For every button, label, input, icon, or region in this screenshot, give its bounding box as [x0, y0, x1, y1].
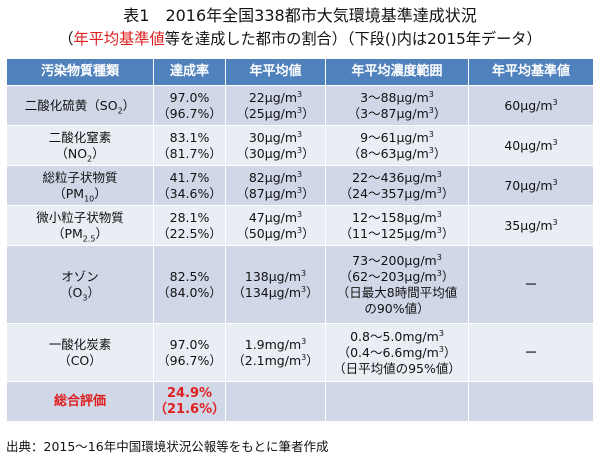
air-quality-table: 汚染物質種類 達成率 年平均値 年平均濃度範囲 年平均基準値 二酸化硫黄（SO2…: [6, 58, 594, 422]
cell-standard: 35μg/m3: [468, 205, 594, 246]
table-row: 微小粒子状物質 （PM2.5） 28.1% （22.5%） 47μg/m3 （50μg…: [6, 205, 594, 246]
subtitle-highlight: 年平均基準値: [73, 30, 165, 48]
header-standard: 年平均基準値: [468, 58, 594, 86]
cell-rate: 82.5% （84.0%）: [153, 245, 226, 324]
cell-rate: 83.1% （81.7%）: [153, 125, 226, 166]
cell-standard: 70μg/m3: [468, 165, 594, 206]
table-row: 二酸化硫黄（SO2） 97.0% （96.7%） 22μg/m3 （25μg/m3）…: [6, 85, 594, 126]
cell-range: 3～88μg/m3 （3～87μg/m3）: [325, 85, 469, 126]
header-average: 年平均値: [225, 58, 326, 86]
subtitle-open-paren: （: [58, 30, 74, 48]
cell-range: 22～436μg/m3 （24～357μg/m3）: [325, 165, 469, 206]
header-rate: 達成率: [153, 58, 226, 86]
table-row: 一酸化炭素 （CO） 97.0% （96.7%） 1.9mg/m3 （2.1mg/m3…: [6, 323, 594, 382]
cell-average: 82μg/m3 （87μg/m3）: [225, 165, 326, 206]
cell-empty: [325, 381, 469, 422]
cell-standard: ー: [468, 323, 594, 382]
cell-rate: 97.0% （96.7%）: [153, 85, 226, 126]
cell-empty: [225, 381, 326, 422]
header-pollutant: 汚染物質種類: [6, 58, 154, 86]
cell-range: 12～158μg/m3 （11～125μg/m3）: [325, 205, 469, 246]
cell-average: 22μg/m3 （25μg/m3）: [225, 85, 326, 126]
cell-average: 1.9mg/m3 （2.1mg/m3）: [225, 323, 326, 382]
cell-empty: [468, 381, 594, 422]
table-subtitle: （年平均基準値等を達成した都市の割合）（下段()内は2015年データ）: [0, 30, 600, 49]
table-title: 表1 2016年全国338都市大気環境基準達成状況: [123, 6, 477, 25]
evaluation-row: 総合評価 24.9% （21.6%）: [6, 381, 594, 422]
cell-pollutant: オゾン （O3）: [6, 245, 154, 324]
subtitle-rest: 等を達成した都市の割合）（下段()内は2015年データ）: [164, 30, 542, 48]
cell-standard: 60μg/m3: [468, 85, 594, 126]
cell-pollutant: 二酸化窒素 （NO2）: [6, 125, 154, 166]
cell-standard: ー: [468, 245, 594, 324]
cell-pollutant: 一酸化炭素 （CO）: [6, 323, 154, 382]
cell-rate: 28.1% （22.5%）: [153, 205, 226, 246]
cell-evaluation-label: 総合評価: [6, 381, 154, 422]
table-header-row: 汚染物質種類 達成率 年平均値 年平均濃度範囲 年平均基準値: [6, 58, 594, 86]
cell-range: 0.8～5.0mg/m3 （0.4～6.6mg/m3） （日平均値の95%値）: [325, 323, 469, 382]
cell-rate: 41.7% （34.6%）: [153, 165, 226, 206]
cell-range: 73～200μg/m3 （62～203μg/m3） （日最大8時間平均値 の90%値）: [325, 245, 469, 324]
source-note: 出典：2015～16年中国環境状況公報等をもとに筆者作成: [6, 439, 329, 454]
cell-average: 30μg/m3 （30μg/m3）: [225, 125, 326, 166]
cell-pollutant: 微小粒子状物質 （PM2.5）: [6, 205, 154, 246]
cell-rate: 97.0% （96.7%）: [153, 323, 226, 382]
header-range: 年平均濃度範囲: [325, 58, 469, 86]
table-row: オゾン （O3） 82.5% （84.0%） 138μg/m3 （134μg/m3） …: [6, 245, 594, 324]
table-row: 総粒子状物質 （PM10） 41.7% （34.6%） 82μg/m3 （87μg/m…: [6, 165, 594, 206]
cell-range: 9～61μg/m3 （8～63μg/m3）: [325, 125, 469, 166]
table-row: 二酸化窒素 （NO2） 83.1% （81.7%） 30μg/m3 （30μg/m3）…: [6, 125, 594, 166]
cell-standard: 40μg/m3: [468, 125, 594, 166]
cell-evaluation-rate: 24.9% （21.6%）: [153, 381, 226, 422]
cell-pollutant: 二酸化硫黄（SO2）: [6, 85, 154, 126]
cell-average: 47μg/m3 （50μg/m3）: [225, 205, 326, 246]
cell-pollutant: 総粒子状物質 （PM10）: [6, 165, 154, 206]
cell-average: 138μg/m3 （134μg/m3）: [225, 245, 326, 324]
